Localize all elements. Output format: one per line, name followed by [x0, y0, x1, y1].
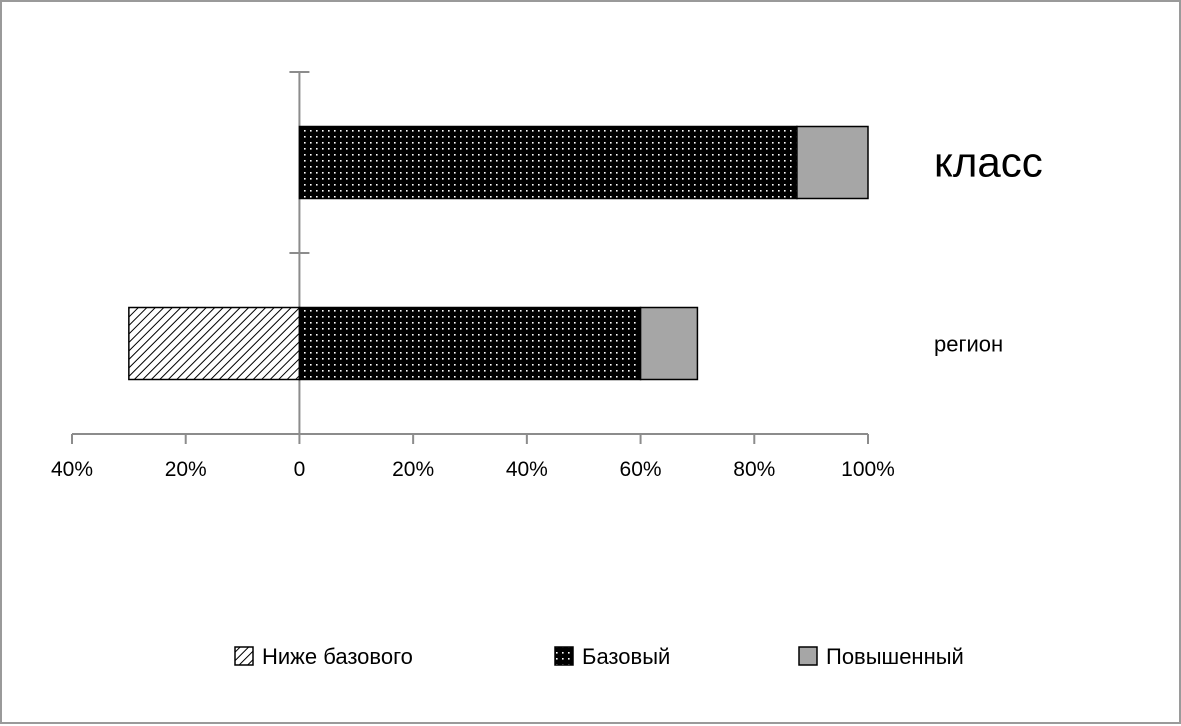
x-tick-label: 80% [733, 458, 775, 481]
x-tick-label: 40% [51, 458, 93, 481]
x-tick-label: 100% [841, 458, 895, 481]
legend-label: Ниже базового [262, 644, 413, 669]
x-tick-label: 60% [620, 458, 662, 481]
x-tick-label: 20% [392, 458, 434, 481]
x-tick-label: 20% [165, 458, 207, 481]
axes-group: 40% 20% 0 20% 40% 60% 80% 100% [51, 71, 895, 481]
bar-advanced [796, 125, 869, 200]
x-tick-label: 40% [506, 458, 548, 481]
labels-group: класс регион [934, 139, 1043, 357]
legend-swatch [554, 646, 574, 666]
category-label: класс [934, 139, 1043, 186]
legend-swatch [798, 646, 818, 666]
legend-swatch [234, 646, 254, 666]
bar-advanced [639, 306, 699, 381]
bar-basic [298, 306, 642, 381]
legend-label: Повышенный [826, 644, 964, 669]
bars-group [128, 125, 869, 381]
x-tick-label: 0 [294, 458, 306, 481]
bar-basic [298, 125, 798, 200]
legend-label: Базовый [582, 644, 670, 669]
bar-below-basic [128, 306, 301, 381]
legend: Ниже базового Базовый Повышенный [234, 644, 964, 669]
category-label: регион [934, 332, 1003, 357]
